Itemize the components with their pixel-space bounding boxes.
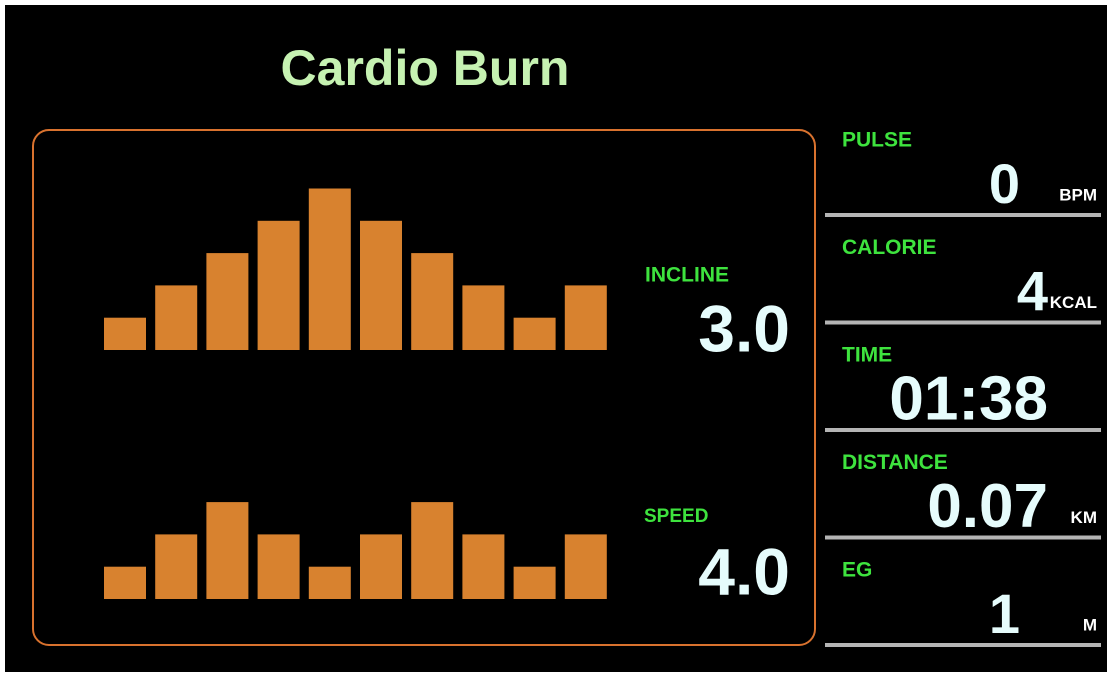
speed-bar: [155, 534, 198, 599]
stat-value: 1: [989, 582, 1020, 645]
stat-value: 0.07: [927, 472, 1048, 541]
profile-frame: [32, 129, 816, 646]
title: Cardio Burn: [281, 40, 570, 96]
incline-bar: [411, 253, 454, 350]
incline-bar: [360, 220, 402, 350]
stat-value: 0: [989, 152, 1020, 215]
stat-unit: KM: [1071, 508, 1097, 527]
stat-label: DISTANCE: [842, 451, 948, 474]
stat-value: 4: [1017, 259, 1048, 322]
speed-bar: [462, 534, 505, 599]
speed-bar: [513, 566, 556, 599]
speed-bar: [564, 534, 607, 599]
speed-bar: [257, 534, 300, 599]
speed-label: SPEED: [644, 506, 708, 527]
speed-value: 4.0: [698, 534, 790, 608]
incline-bar: [155, 285, 198, 350]
stat-value: 01:38: [889, 364, 1048, 433]
stat-label: PULSE: [842, 129, 912, 152]
stat-label: EG: [842, 559, 872, 582]
incline-bar: [257, 220, 300, 350]
stat-unit: KCAL: [1050, 293, 1097, 312]
incline-label: INCLINE: [645, 264, 729, 287]
stat-unit: BPM: [1059, 185, 1097, 204]
incline-bar: [564, 285, 607, 350]
speed-bar: [206, 502, 249, 599]
speed-bar: [308, 566, 351, 599]
incline-bar: [206, 253, 249, 350]
stat-unit: M: [1083, 615, 1097, 634]
speed-bar: [104, 566, 146, 599]
speed-bar: [411, 502, 454, 599]
incline-bar: [308, 188, 351, 350]
stat-label: CALORIE: [842, 236, 937, 259]
stat-label: TIME: [842, 344, 892, 367]
speed-bar: [360, 534, 402, 599]
incline-bar: [513, 317, 556, 350]
incline-bar: [462, 285, 505, 350]
incline-value: 3.0: [698, 291, 790, 365]
incline-bar: [104, 317, 146, 350]
